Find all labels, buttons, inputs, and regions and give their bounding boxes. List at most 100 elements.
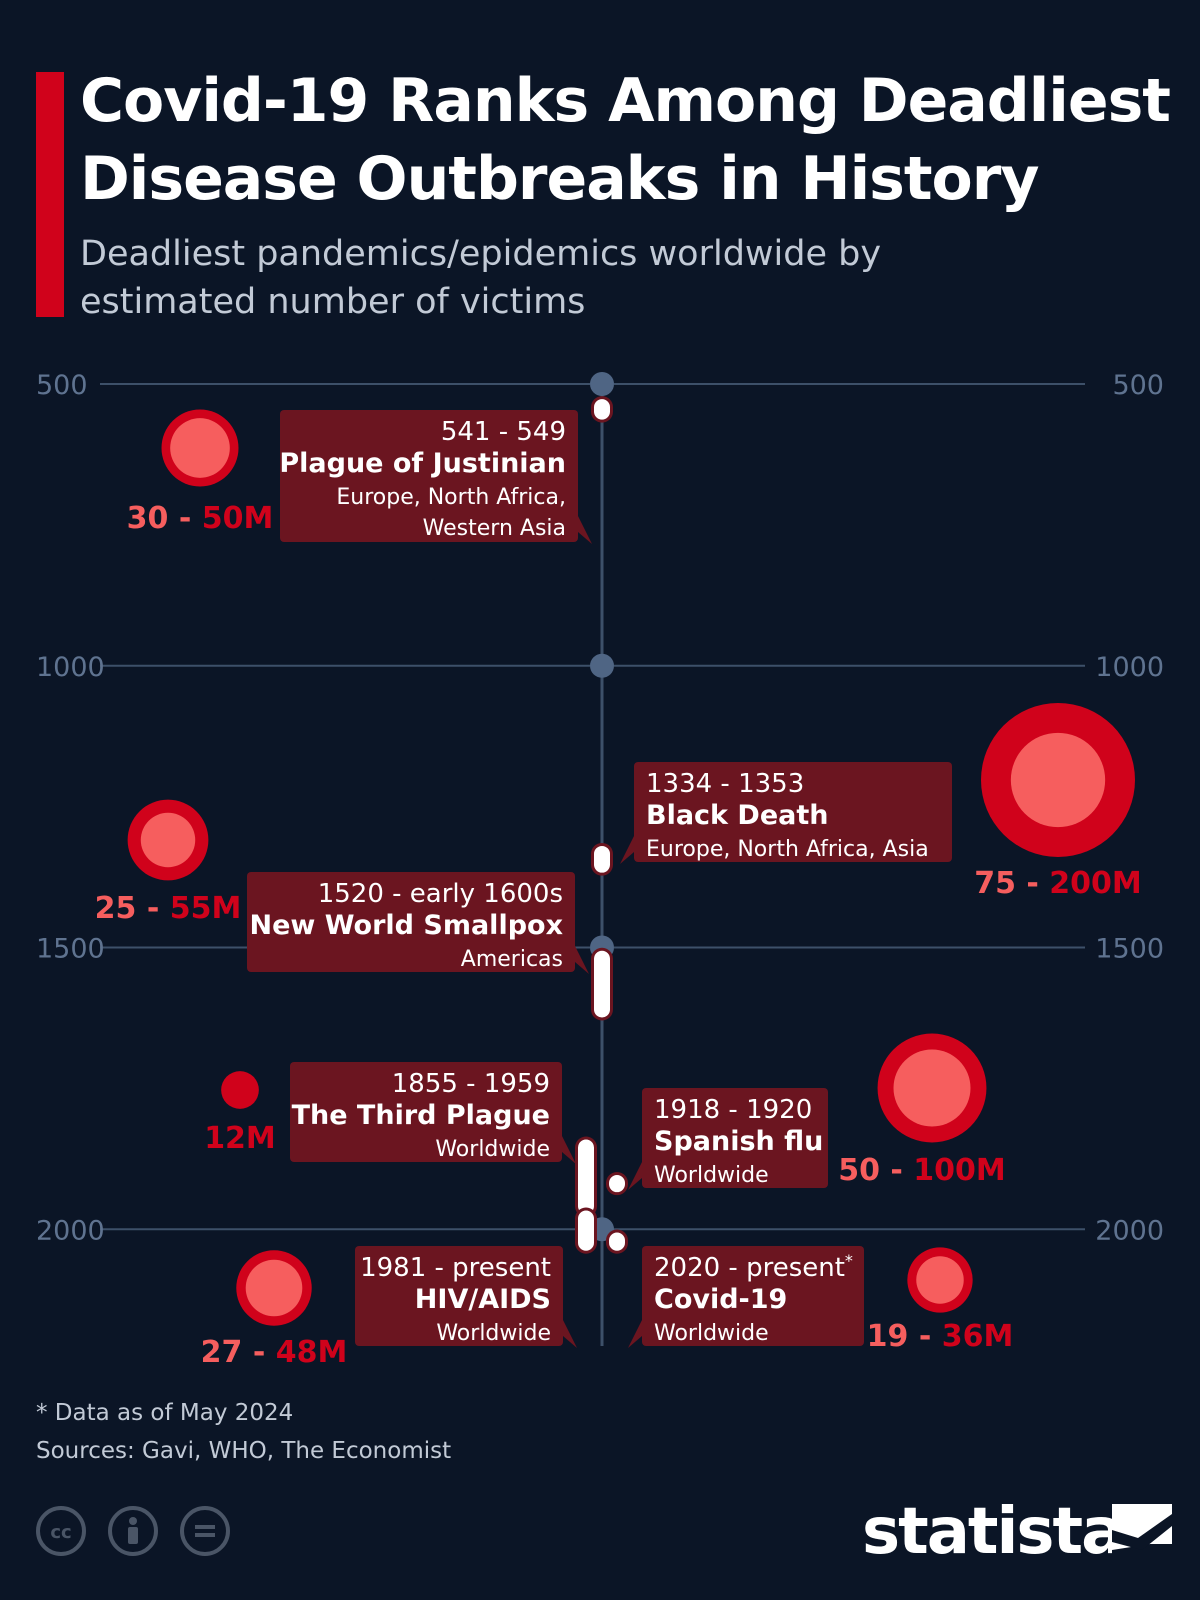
y-tick-label-right: 1500	[1095, 934, 1164, 965]
event-period-marker	[594, 845, 610, 873]
deaths-high-value: 200M	[1049, 866, 1141, 901]
logo-text: statista	[862, 1495, 1124, 1569]
event-name: HIV/AIDS	[415, 1284, 551, 1315]
event-label-box	[634, 762, 952, 862]
y-tick-label-left: 2000	[36, 1215, 105, 1246]
deaths-low-bubble	[170, 418, 230, 478]
event-period: 1855 - 1959	[392, 1069, 550, 1099]
y-tick-label-right: 1000	[1095, 652, 1164, 683]
svg-text:cc: cc	[50, 1522, 71, 1543]
event-label-pointer	[563, 1320, 577, 1348]
deaths-low-bubble	[1010, 732, 1106, 828]
deaths-low-bubble	[916, 1256, 964, 1304]
year-dot	[590, 372, 614, 396]
deaths-value-label: 12M	[204, 1121, 276, 1156]
event-label-pointer	[575, 946, 589, 974]
event-period: 1981 - present	[360, 1253, 551, 1283]
period-footnote-marker: *	[845, 1251, 853, 1270]
event-period: 1918 - 1920	[654, 1095, 812, 1125]
event-label-pointer	[628, 1320, 642, 1348]
event-period: 2020 - present*	[654, 1251, 853, 1283]
statista-logo[interactable]: statista	[862, 1494, 1172, 1574]
event-name: The Third Plague	[292, 1100, 550, 1131]
event-name: Spanish flu	[654, 1126, 823, 1157]
event-period: 1520 - early 1600s	[318, 879, 563, 909]
deaths-value-label: 30 - 50M	[127, 501, 274, 536]
event-name: Covid-19	[654, 1284, 787, 1315]
deaths-low-bubble	[245, 1259, 303, 1317]
event-period-marker	[578, 1210, 594, 1251]
event-region: Worldwide	[436, 1321, 551, 1346]
y-tick-label-right: 500	[1112, 370, 1164, 401]
range-dash: -	[136, 891, 169, 926]
footnote: * Data as of May 2024	[36, 1400, 294, 1426]
deaths-high-value: 50M	[202, 501, 274, 536]
event-region: Europe, North Africa, Asia	[646, 837, 929, 862]
event-label-box	[280, 410, 578, 542]
deaths-low-bubble	[893, 1049, 971, 1127]
event-label-box	[355, 1246, 563, 1346]
y-tick-label-right: 2000	[1095, 1215, 1164, 1246]
page-title: Covid-19 Ranks Among Deadliest Disease O…	[80, 66, 1171, 214]
event-period: 541 - 549	[441, 417, 566, 447]
deaths-high-value: 36M	[942, 1319, 1014, 1354]
event-label-pointer	[562, 1136, 576, 1164]
range-dash: -	[880, 1153, 913, 1188]
event-period-marker	[594, 950, 610, 1018]
event-region: Worldwide	[654, 1163, 769, 1188]
deaths-value-label: 25 - 55M	[95, 891, 242, 926]
deaths-low-value: 75	[974, 866, 1016, 901]
event-name: New World Smallpox	[249, 910, 563, 941]
event-name: Black Death	[646, 800, 829, 831]
deaths-low-value: 27	[201, 1335, 243, 1370]
range-dash: -	[1016, 866, 1049, 901]
sources: Sources: Gavi, WHO, The Economist	[36, 1438, 452, 1464]
person-icon[interactable]	[108, 1506, 158, 1556]
year-dot	[590, 653, 614, 678]
event-region: Worldwide	[435, 1137, 550, 1162]
deaths-value-label: 75 - 200M	[974, 866, 1142, 901]
deaths-high-value: 48M	[276, 1335, 348, 1370]
event-period-marker	[594, 399, 610, 420]
equals-icon[interactable]	[180, 1506, 230, 1556]
deaths-high-value: 100M	[913, 1153, 1005, 1188]
deaths-high-bubble	[221, 1071, 259, 1109]
cc-icon[interactable]: cc	[36, 1506, 86, 1556]
event-label-box	[290, 1062, 562, 1162]
deaths-low-bubble	[140, 812, 196, 868]
event-period-marker	[578, 1139, 594, 1215]
deaths-high-value: 55M	[170, 891, 242, 926]
deaths-high-value: 12M	[204, 1121, 276, 1156]
statista-mark-icon	[1112, 1504, 1172, 1564]
timeline-chart: 500 500 1000 1000 1500 1500 2000 2000 541 - 549P…	[36, 370, 1164, 1370]
event-period-marker	[609, 1175, 625, 1193]
y-tick-label-left: 500	[36, 370, 88, 401]
event-label-box	[247, 872, 575, 972]
event-region: Worldwide	[654, 1321, 769, 1346]
page-subtitle: Deadliest pandemics/epidemics worldwide …	[80, 234, 882, 322]
deaths-low-value: 19	[867, 1319, 909, 1354]
event-region: Western Asia	[423, 516, 566, 541]
event-region: Americas	[461, 947, 563, 972]
event-region: Europe, North Africa,	[336, 485, 566, 510]
range-dash: -	[908, 1319, 941, 1354]
deaths-value-label: 50 - 100M	[838, 1153, 1006, 1188]
range-dash: -	[242, 1335, 275, 1370]
y-tick-label-left: 1500	[36, 934, 105, 965]
deaths-value-label: 27 - 48M	[201, 1335, 348, 1370]
event-period: 1334 - 1353	[646, 769, 804, 799]
title-accent-bar	[36, 72, 64, 317]
event-label-pointer	[620, 836, 634, 864]
event-name: Plague of Justinian	[279, 448, 566, 479]
deaths-low-value: 30	[127, 501, 169, 536]
event-label-box	[642, 1088, 828, 1188]
event-period-marker	[609, 1232, 625, 1251]
range-dash: -	[168, 501, 201, 536]
deaths-value-label: 19 - 36M	[867, 1319, 1014, 1354]
deaths-low-value: 50	[838, 1153, 880, 1188]
deaths-low-value: 25	[95, 891, 137, 926]
event-label-box	[642, 1246, 864, 1346]
event-label-pointer	[628, 1162, 642, 1190]
event-label-pointer	[578, 516, 592, 544]
y-tick-label-left: 1000	[36, 652, 105, 683]
